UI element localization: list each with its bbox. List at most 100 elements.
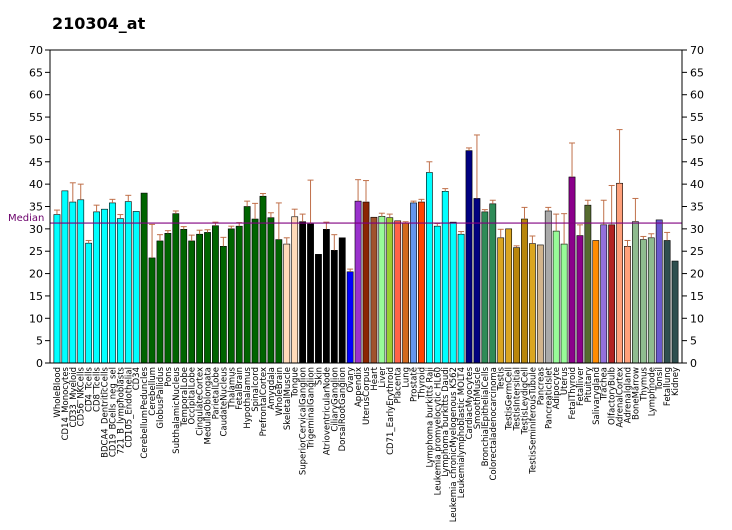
- right-tick-label: 70: [690, 44, 704, 57]
- bar-pancreas: [536, 244, 544, 364]
- left-tick-label: 10: [29, 312, 43, 325]
- bar-bronchialepithelialcells: [481, 211, 489, 364]
- x-tick-label: Trachea: [600, 367, 610, 401]
- left-tick-label: 60: [29, 89, 43, 102]
- x-tick-label: BronchialEpithelialCells: [481, 366, 491, 466]
- bar-placenta: [394, 220, 402, 364]
- x-tick-labels: WholeBloodCD14_MonocytesCD33_MyeloidCD56…: [53, 366, 681, 522]
- bar-thyroid: [418, 201, 425, 364]
- x-tick-label: TestisSeminiferousTubule: [528, 367, 538, 475]
- x-tick-label: SkeletalMuscle: [283, 367, 293, 430]
- x-tick-label: WholeBrain: [275, 367, 285, 416]
- right-tick-label: 15: [690, 290, 704, 303]
- left-tick-label: 50: [29, 133, 43, 146]
- x-tick-label: BDCA4_DentriticCells: [101, 366, 111, 457]
- bar-olfactorybulb: [608, 224, 616, 364]
- bar-cd14-monocytes: [61, 190, 69, 364]
- bar-testisintersitial: [513, 247, 520, 364]
- x-tick-label: Thyroid: [417, 367, 427, 400]
- bar-amygdala: [267, 217, 275, 364]
- left-tick-label: 35: [29, 201, 43, 214]
- median-label: Median: [8, 213, 44, 224]
- left-tick-label: 40: [29, 178, 43, 191]
- x-tick-label: Adipocyte: [552, 367, 562, 409]
- left-tick-label: 55: [29, 111, 43, 124]
- bar-cd8-tcells: [93, 211, 100, 364]
- bar-trachea: [600, 224, 608, 364]
- x-tick-label: Liver: [378, 367, 388, 388]
- chart-title: 210304_at: [52, 14, 146, 33]
- bar-testis: [497, 237, 505, 364]
- bar-trigeminalganglion: [307, 223, 314, 364]
- right-tick-label: 0: [690, 357, 697, 370]
- x-tick-label: CD8_Tcells: [93, 366, 103, 412]
- bar-uteruscorpus: [362, 201, 370, 364]
- bar-temporallobe: [180, 229, 188, 364]
- x-tick-label: PancreaticIslet: [544, 366, 554, 429]
- left-tick-label: 0: [36, 357, 43, 370]
- x-tick-label: Leukemia promyelocytic HL60: [433, 367, 443, 495]
- left-tick-label: 30: [29, 223, 43, 236]
- bar-subthalamicnucleus: [172, 213, 180, 364]
- x-tick-label: Lymphnode: [647, 367, 657, 416]
- x-tick-label: OccipitalLobe: [188, 367, 198, 424]
- x-tick-label: SubthalamicNucleus: [172, 366, 182, 453]
- x-tick-label: Lung: [402, 367, 412, 388]
- bar-pons: [164, 233, 172, 364]
- x-tick-label: Thalamus: [227, 366, 237, 409]
- x-tick-label: TestisLeydigCell: [520, 367, 530, 435]
- bar-testisgermcell: [505, 228, 513, 364]
- x-tick-label: CD71_EarlyErythroid: [386, 367, 396, 455]
- right-y-axis: 0 5 10 15 20 25 30 35 40 45 50 55 60 65 70: [682, 44, 704, 370]
- left-tick-label: 65: [29, 66, 43, 79]
- x-tick-label: Lymphoma burkitts Daudi: [441, 367, 451, 477]
- left-tick-label: 70: [29, 44, 43, 57]
- bar-cerebellumpeduncles: [140, 192, 148, 364]
- bar-thymus: [639, 239, 647, 364]
- x-tick-label: FetalThyroid: [568, 367, 578, 419]
- x-tick-label: Adrenalgland: [623, 367, 633, 423]
- x-tick-label: Pons: [164, 366, 174, 386]
- bar-testisleydigcell: [521, 218, 528, 364]
- x-tick-label: Pancreas: [536, 366, 546, 405]
- x-tick-label: TestisGermCell: [505, 367, 515, 431]
- bar-leukemialymphoblastic-molt4: [457, 233, 465, 364]
- bar-cerebellum: [148, 257, 156, 364]
- x-tick-label: TrigeminalGanglion: [307, 367, 317, 450]
- x-tick-label: MedullaOblongata: [204, 367, 214, 444]
- bar-salivarygland: [592, 240, 600, 364]
- bar-heart: [370, 216, 378, 364]
- x-tick-label: Placenta: [394, 367, 404, 404]
- x-tick-label: FetalBrain: [235, 367, 245, 410]
- bar-globuspallidus: [156, 240, 164, 364]
- bar-cd71-earlyerythroid: [386, 217, 394, 364]
- bar-cd56-nkcells: [77, 199, 85, 364]
- x-tick-label: WholeBlood: [53, 367, 63, 418]
- x-tick-label: Kidney: [671, 367, 681, 396]
- x-tick-label: CardiacMyocytes: [465, 366, 475, 439]
- x-tick-label: Prostate: [410, 367, 420, 402]
- x-tick-label: TemporalLobe: [180, 367, 190, 427]
- right-tick-label: 65: [690, 66, 704, 79]
- bar-adipocyte: [552, 230, 560, 364]
- x-tick-label: BoneMarrow: [631, 367, 641, 420]
- x-tick-label: CiliaryGanglion: [330, 367, 340, 432]
- bar-fetalliver: [576, 235, 584, 364]
- bar-medullaoblongata: [204, 232, 211, 364]
- x-tick-label: PrefrontalCortex: [259, 367, 269, 436]
- bar-fetallung: [663, 240, 671, 364]
- bar-cingulatecortex: [196, 233, 203, 364]
- bar-thalamus: [227, 228, 235, 364]
- bar-atrioventricularnode: [322, 229, 330, 364]
- x-tick-label: Hypothalamus: [243, 366, 253, 428]
- bar-skin: [315, 254, 322, 364]
- right-tick-label: 60: [690, 89, 704, 102]
- bar-prostate: [410, 202, 417, 364]
- bar-occipitallobe: [188, 240, 196, 364]
- bar-wholeblood: [53, 214, 61, 364]
- bar-lymphnode: [647, 237, 655, 364]
- x-tick-label: SmoothMuscle: [473, 367, 483, 429]
- bar-prefrontalcortex: [259, 195, 267, 364]
- x-tick-label: Tonsil: [655, 367, 665, 392]
